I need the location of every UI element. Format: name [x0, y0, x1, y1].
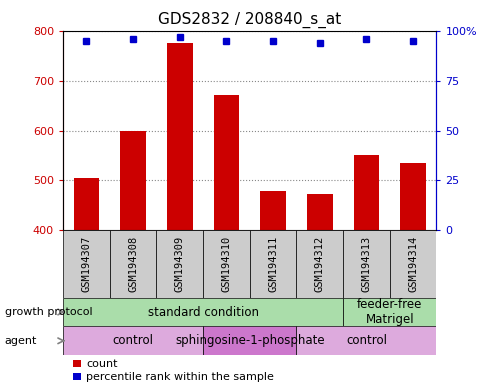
Text: growth protocol: growth protocol [5, 307, 92, 317]
Bar [296, 326, 436, 355]
Text: sphingosine-1-phosphate: sphingosine-1-phosphate [175, 334, 324, 347]
Bar [399, 163, 425, 230]
Text: GSM194312: GSM194312 [314, 236, 324, 292]
Text: count: count [86, 359, 118, 369]
Bar [63, 326, 203, 355]
Text: control: control [345, 334, 386, 347]
Text: GSM194313: GSM194313 [361, 236, 371, 292]
Text: GSM194308: GSM194308 [128, 236, 138, 292]
Text: GSM194309: GSM194309 [174, 236, 184, 292]
Bar [63, 230, 109, 298]
Bar [109, 230, 156, 298]
Text: GSM194314: GSM194314 [408, 236, 417, 292]
Bar [120, 131, 146, 230]
Text: GSM194311: GSM194311 [268, 236, 277, 292]
Bar [74, 178, 99, 230]
Text: control: control [112, 334, 153, 347]
Bar [166, 43, 192, 230]
Bar [156, 230, 203, 298]
Text: GSM194310: GSM194310 [221, 236, 231, 292]
Bar [353, 155, 378, 230]
Bar [296, 230, 342, 298]
Bar [249, 230, 296, 298]
Text: agent: agent [5, 336, 37, 346]
Text: percentile rank within the sample: percentile rank within the sample [86, 372, 273, 382]
Bar [306, 194, 332, 230]
Text: GSM194307: GSM194307 [81, 236, 91, 292]
Title: GDS2832 / 208840_s_at: GDS2832 / 208840_s_at [158, 12, 341, 28]
Text: feeder-free
Matrigel: feeder-free Matrigel [356, 298, 422, 326]
Bar [260, 192, 286, 230]
Text: standard condition: standard condition [147, 306, 258, 318]
Bar [203, 326, 296, 355]
Bar [63, 298, 343, 326]
Bar [213, 94, 239, 230]
Bar [389, 230, 436, 298]
Bar [342, 230, 389, 298]
Bar [342, 298, 436, 326]
Bar [203, 230, 249, 298]
